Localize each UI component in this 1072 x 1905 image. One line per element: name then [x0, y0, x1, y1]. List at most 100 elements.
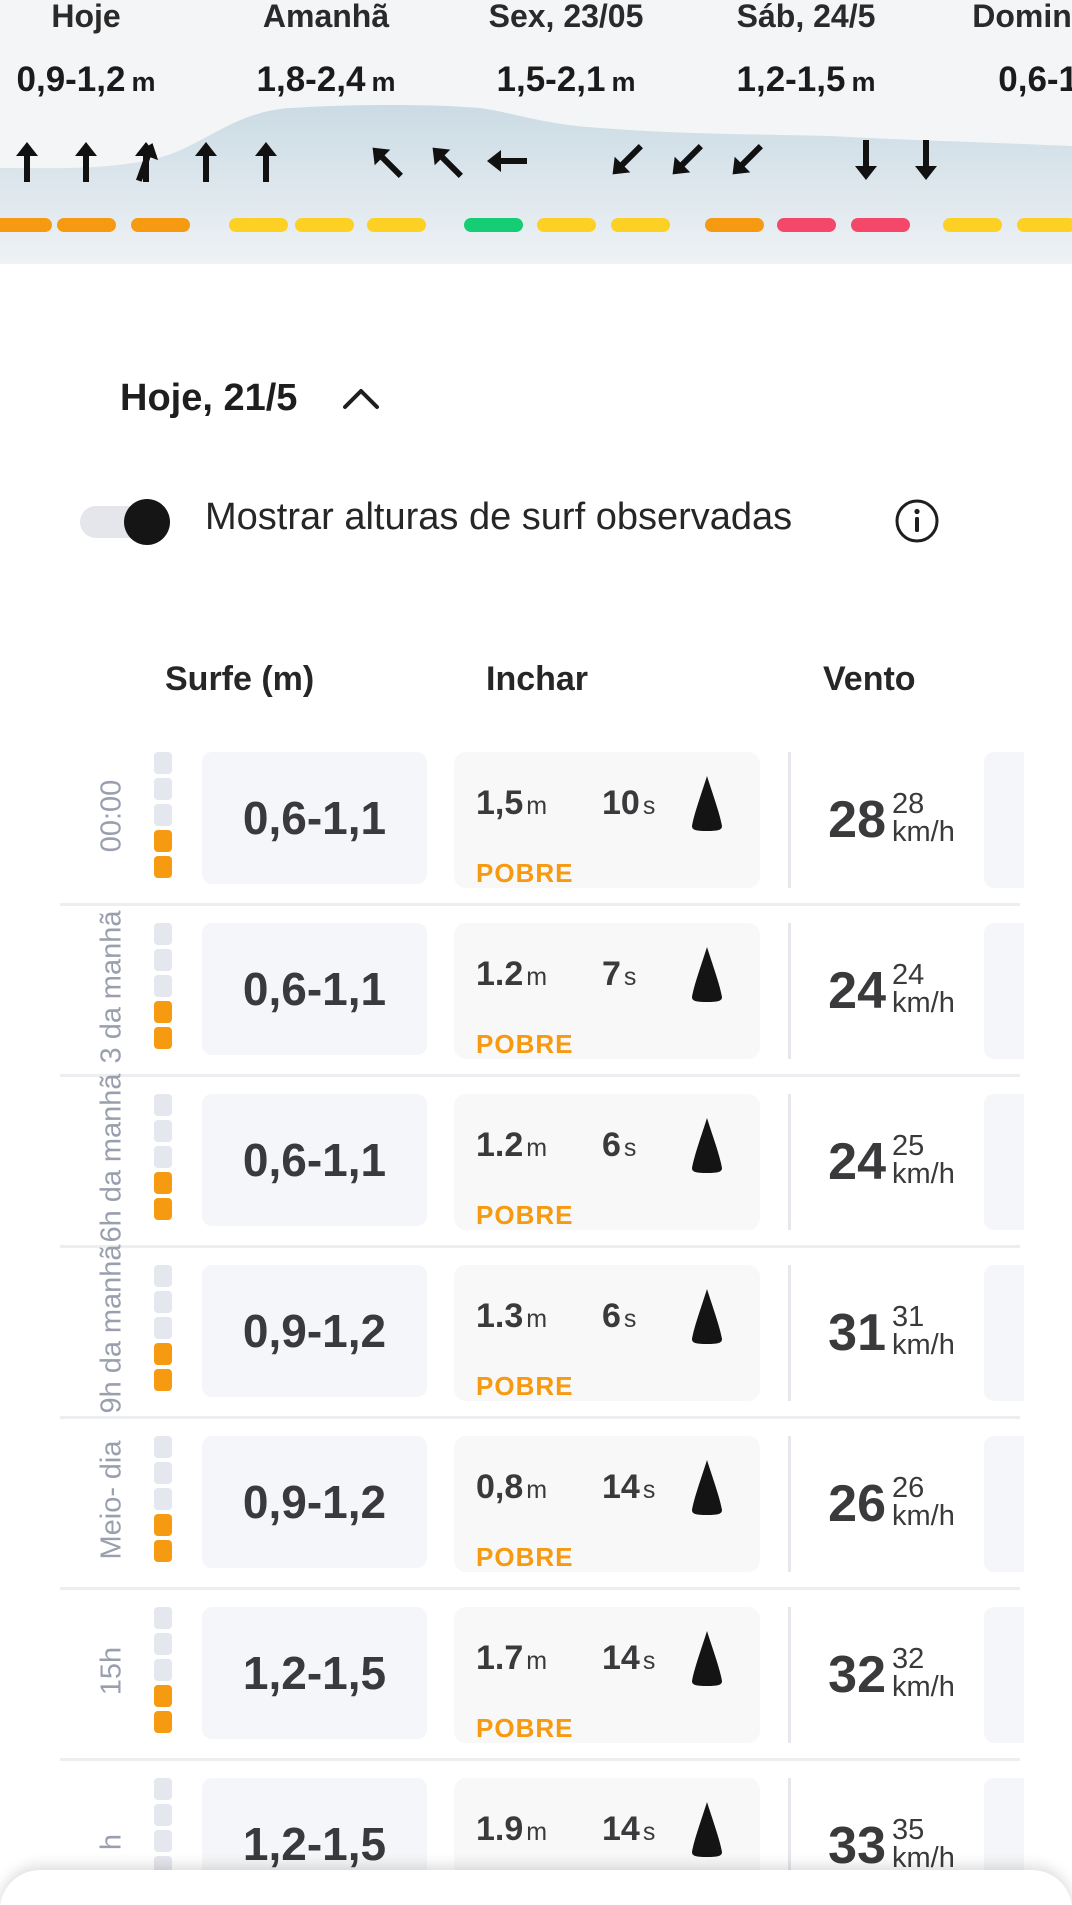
meter-segment	[154, 1514, 172, 1536]
rating-bar	[611, 218, 670, 232]
forecast-height-value: 1,2-1,5	[736, 60, 846, 99]
meter-segment	[154, 1001, 172, 1023]
meter-segment	[154, 1540, 172, 1562]
surf-column-header: Surfe (m)	[165, 660, 315, 698]
row-time-part: manhã	[95, 910, 128, 1000]
surf-height-cell[interactable]: 0,9-1,2	[202, 1436, 427, 1568]
info-icon[interactable]	[894, 498, 940, 544]
forecast-day-name: Sex, 23/05	[488, 0, 644, 34]
arrow-up-icon	[75, 142, 97, 182]
swell-cell[interactable]: 1.2 m 6 s POBRE	[454, 1094, 760, 1230]
swell-period-unit: s	[642, 1476, 656, 1504]
swell-period: 14 s	[602, 1639, 655, 1678]
swell-height-unit: m	[526, 963, 548, 991]
forecast-row[interactable]: 3 da manhã 0,6-1,1 1.2 m 7 s POBRE 24 24 km/h	[0, 911, 1072, 1094]
swell-direction-icon	[692, 1460, 722, 1515]
forecast-height-unit: m	[371, 67, 396, 97]
swell-height-unit: m	[526, 1476, 548, 1504]
row-time-part: dia	[95, 1440, 128, 1480]
swell-height-value: 0,8	[476, 1468, 524, 1506]
swell-height: 1.9 m	[476, 1810, 547, 1849]
chevron-up-icon[interactable]	[341, 385, 381, 411]
swell-period: 10 s	[602, 784, 655, 823]
surf-height-cell[interactable]: 0,9-1,2	[202, 1265, 427, 1397]
wind-gust: 25	[892, 1130, 925, 1162]
forecast-row[interactable]: 6h da manhã 0,6-1,1 1.2 m 6 s POBRE 24 25 km/h	[0, 1073, 1072, 1265]
day-header[interactable]: Hoje, 21/5	[120, 370, 381, 426]
swell-cell[interactable]: 1.7 m 14 s POBRE	[454, 1607, 760, 1743]
meter-segment	[154, 1369, 172, 1391]
next-column-cell[interactable]	[984, 923, 1024, 1059]
wind-gust: 31	[892, 1301, 925, 1333]
forecast-day-height: 1,8-2,4 m	[206, 60, 446, 100]
next-column-cell[interactable]	[984, 1436, 1024, 1572]
next-column-cell[interactable]	[984, 1094, 1024, 1230]
row-time-part: h	[95, 1833, 128, 1851]
next-column-cell[interactable]	[984, 1265, 1024, 1401]
column-divider	[788, 1778, 791, 1905]
wind-speed: 32	[828, 1646, 886, 1704]
wind-unit: km/h	[892, 1500, 955, 1532]
swell-cell[interactable]: 0,8 m 14 s POBRE	[454, 1436, 760, 1572]
swell-direction-icon	[692, 1802, 722, 1857]
observed-heights-toggle[interactable]	[80, 498, 170, 546]
swell-height-unit: m	[526, 1134, 548, 1162]
surf-height-cell[interactable]: 0,6-1,1	[202, 923, 427, 1055]
surf-height-value: 0,9-1,2	[242, 1476, 387, 1528]
swell-height: 1.2 m	[476, 955, 547, 994]
swell-period-unit: s	[642, 792, 656, 820]
meter-segment	[154, 1711, 172, 1733]
swell-period: 14 s	[602, 1810, 655, 1849]
surf-height-value: 0,9-1,2	[242, 1305, 387, 1357]
wind-unit: km/h	[892, 1329, 955, 1361]
row-time: 15h	[96, 1647, 128, 1695]
row-time-part: 6h da	[95, 1169, 128, 1243]
swell-period-value: 10	[602, 784, 640, 822]
surf-height-cell[interactable]: 1,2-1,5	[202, 1607, 427, 1739]
swell-cell[interactable]: 1,5 m 10 s POBRE	[454, 752, 760, 888]
rating-bar	[537, 218, 596, 232]
meter-segment	[154, 1685, 172, 1707]
forecast-row[interactable]: 15h 1,2-1,5 1.7 m 14 s POBRE 32 32 km/h	[0, 1607, 1072, 1778]
rating-bar	[851, 218, 910, 232]
wind-speed: 24	[828, 962, 886, 1020]
swell-cell[interactable]: 1.3 m 6 s POBRE	[454, 1265, 760, 1401]
next-column-cell[interactable]	[984, 752, 1024, 888]
swell-direction-icon	[692, 947, 722, 1002]
meter-segment	[154, 949, 172, 971]
forecast-row[interactable]: 9h da manhã 0,9-1,2 1.3 m 6 s POBRE 31 31 km/h	[0, 1244, 1072, 1436]
meter-segment	[154, 1198, 172, 1220]
rating-bar	[705, 218, 764, 232]
day-title: Hoje, 21/5	[120, 376, 298, 419]
row-time: Meio- dia	[95, 1440, 128, 1560]
swell-height-unit: m	[526, 1305, 548, 1333]
swell-period-value: 14	[602, 1468, 640, 1506]
swell-height-unit: m	[526, 1818, 548, 1846]
forecast-row[interactable]: Meio- dia 0,9-1,2 0,8 m 14 s POBRE 26 26 km/h	[0, 1436, 1072, 1607]
next-column-cell[interactable]	[984, 1607, 1024, 1743]
swell-height: 1.2 m	[476, 1126, 547, 1165]
column-divider	[788, 1094, 791, 1230]
swell-period-unit: s	[642, 1647, 656, 1675]
wind-speed: 33	[828, 1817, 886, 1875]
surf-height-meter	[154, 1436, 172, 1564]
meter-segment	[154, 1830, 172, 1852]
surf-height-cell[interactable]: 0,6-1,1	[202, 752, 427, 884]
meter-segment	[154, 1436, 172, 1458]
bottom-sheet[interactable]	[0, 1870, 1072, 1905]
row-time-part: manhã	[95, 1073, 128, 1163]
meter-segment	[154, 1488, 172, 1510]
surf-height-cell[interactable]: 0,6-1,1	[202, 1094, 427, 1226]
rating-bar	[131, 218, 190, 232]
row-separator	[60, 1587, 1020, 1590]
meter-segment	[154, 1804, 172, 1826]
forecast-strip[interactable]: Hoje 0,9-1,2 m Amanhã 1,8-2,4 m Sex, 23/05 1,5-…	[0, 0, 1072, 264]
meter-segment	[154, 1172, 172, 1194]
column-divider	[788, 752, 791, 888]
row-time-part: 00:00	[95, 779, 128, 853]
swell-period-value: 7	[602, 955, 621, 993]
forecast-height-value: 1,5-2,1	[496, 60, 606, 99]
forecast-row[interactable]: 00:00 0,6-1,1 1,5 m 10 s POBRE 28 28 km/h	[0, 752, 1072, 923]
swell-cell[interactable]: 1.2 m 7 s POBRE	[454, 923, 760, 1059]
forecast-height-value: 0,9-1,2	[16, 60, 126, 99]
